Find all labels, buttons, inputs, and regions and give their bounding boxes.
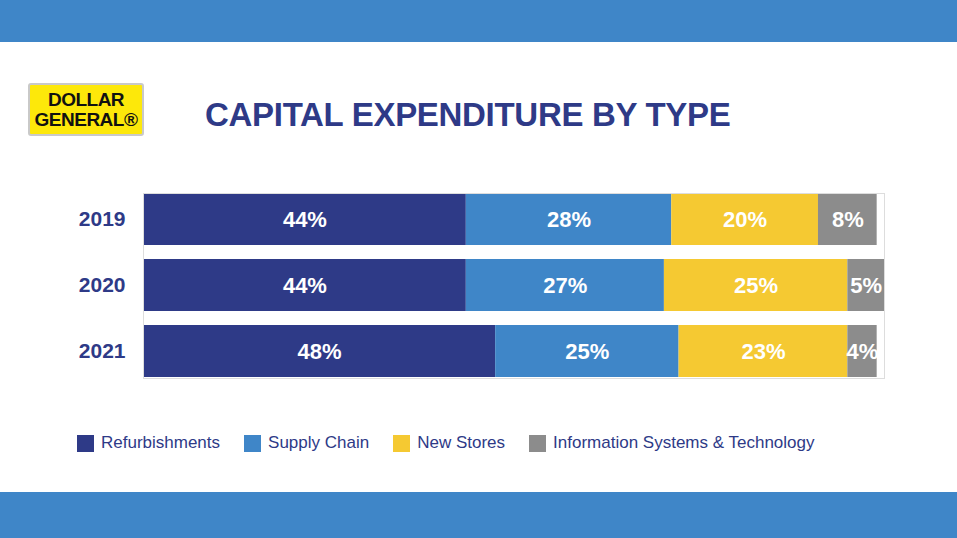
html-text:New Stores: New Stores (417, 433, 506, 452)
html-text:GENERAL®: GENERAL® (34, 108, 138, 130)
svg-text:2020: 2020 (79, 273, 126, 296)
html-text:CAPITAL EXPENDITURE BY TYPE: CAPITAL EXPENDITURE BY TYPE (205, 96, 731, 133)
svg-text:2021: 2021 (79, 339, 126, 362)
svg-text:28%: 28% (547, 207, 591, 232)
html-text:Information Systems & Technolo: Information Systems & Technology (553, 433, 815, 452)
svg-text:8%: 8% (832, 207, 864, 232)
svg-text:44%: 44% (283, 273, 327, 298)
html-text:Supply Chain: Supply Chain (268, 433, 370, 452)
svg-text:2019: 2019 (79, 207, 126, 230)
svg-text:44%: 44% (283, 207, 327, 232)
html-text:Refurbishments: Refurbishments (101, 433, 221, 452)
svg-text:48%: 48% (298, 339, 342, 364)
svg-text:23%: 23% (741, 339, 785, 364)
svg-text:25%: 25% (734, 273, 778, 298)
html-text:DOLLAR: DOLLAR (47, 88, 125, 110)
svg-text:4%: 4% (847, 339, 879, 364)
svg-text:20%: 20% (723, 207, 767, 232)
svg-text:27%: 27% (543, 273, 587, 298)
svg-text:5%: 5% (850, 273, 882, 298)
svg-text:25%: 25% (565, 339, 609, 364)
